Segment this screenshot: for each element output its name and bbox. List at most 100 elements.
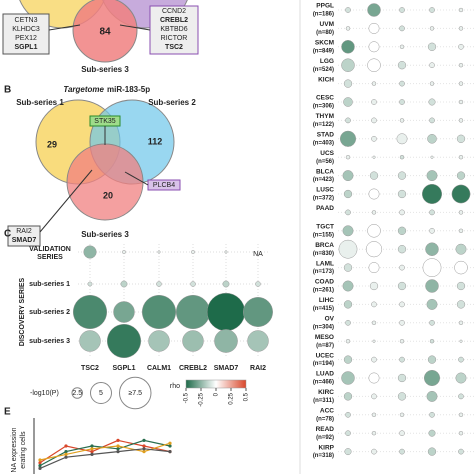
bubble <box>141 294 177 330</box>
row-n: (n=122) <box>313 122 334 128</box>
bubble <box>458 81 464 86</box>
bubble <box>429 26 435 31</box>
bubble <box>367 58 381 72</box>
gene-label: TSC2 <box>165 44 183 51</box>
point <box>116 438 120 442</box>
legend-bubble <box>71 387 83 399</box>
row-n: (n=372) <box>313 196 334 202</box>
panel-title: miR-183-5p <box>107 85 150 94</box>
axis-title: erating cells <box>20 431 27 469</box>
bubble <box>397 226 407 235</box>
bubble <box>345 430 351 437</box>
venn-circle <box>72 0 138 63</box>
bubble <box>369 281 379 291</box>
pointer <box>124 171 149 186</box>
bubble <box>456 300 466 309</box>
bubble <box>458 43 464 50</box>
bubble <box>454 260 468 275</box>
gene-label: SGPL1 <box>15 44 38 51</box>
bubble <box>156 281 162 287</box>
point <box>38 464 42 468</box>
bubble <box>106 323 142 359</box>
bubble <box>79 330 101 352</box>
bubble <box>343 79 353 88</box>
gene-label: KBTBD6 <box>160 26 187 33</box>
bubble <box>458 62 464 68</box>
bubble <box>399 319 405 326</box>
bubble <box>429 209 435 216</box>
bubble <box>345 26 351 31</box>
point <box>64 450 68 454</box>
row-label: LGG <box>320 58 334 65</box>
bubble <box>345 411 351 418</box>
bubble <box>458 448 464 455</box>
row-label: sub-series 1 <box>29 281 70 288</box>
row-label: UVM <box>320 21 334 28</box>
set-label: Sub-series 3 <box>81 230 129 239</box>
point <box>90 450 94 454</box>
bubble <box>397 171 407 180</box>
venn-count: 29 <box>47 139 57 149</box>
row-label: MESO <box>315 334 334 341</box>
row-label: UCS <box>320 150 334 157</box>
bubble <box>397 245 407 254</box>
bubble <box>343 97 353 107</box>
point <box>142 447 146 451</box>
row-n: (n=56) <box>316 159 334 165</box>
row-label: LIHC <box>319 297 334 304</box>
bubble <box>343 189 353 199</box>
gene-label: RICTOR <box>161 35 188 42</box>
bubble <box>371 117 377 124</box>
panel-title: Targetome <box>63 85 104 94</box>
bubble <box>397 61 407 70</box>
legend-label: ≥7.5 <box>128 390 142 397</box>
bubble <box>371 393 377 400</box>
bubble <box>429 339 435 344</box>
point <box>90 444 94 448</box>
bubble <box>399 448 405 455</box>
bubble <box>399 80 405 87</box>
row-n: (n=92) <box>316 435 334 441</box>
point <box>142 444 146 448</box>
point <box>116 444 120 448</box>
row-n: (n=194) <box>313 361 334 367</box>
gene-label: CREBL2 <box>160 17 188 24</box>
bubble <box>425 279 439 293</box>
bubble <box>428 429 436 437</box>
layer: CETN3 KLHDC3 PEX12 SGPL1 CCND2 CREBL2 KBTBD6 RI… <box>4 3 474 474</box>
panel-letter: B <box>4 85 11 96</box>
row-label: TGCT <box>316 224 334 231</box>
row-label: SKCM <box>315 40 334 47</box>
bubble <box>399 99 405 105</box>
bubble <box>342 280 354 292</box>
bubble <box>429 117 435 124</box>
row-n: (n=318) <box>313 453 334 459</box>
column-label: CREBL2 <box>179 365 207 372</box>
point <box>116 450 120 454</box>
bubble <box>339 130 357 147</box>
row-n: (n=466) <box>313 380 334 386</box>
point <box>38 458 42 462</box>
row-label: UCEC <box>316 352 335 359</box>
bubble <box>456 134 466 143</box>
row-label: CESC <box>316 95 334 102</box>
row-n: (n=830) <box>313 251 334 257</box>
bubble <box>343 355 353 364</box>
point <box>116 447 120 451</box>
bubble <box>369 171 379 180</box>
bubble <box>190 281 196 287</box>
row-label: PPGL <box>316 3 334 10</box>
row-label: KIRP <box>318 444 334 451</box>
bubble <box>399 412 405 417</box>
legend-bubble <box>119 376 152 410</box>
bubble <box>191 250 195 254</box>
row-label: ACC <box>320 408 334 415</box>
bubble <box>342 170 354 182</box>
bubble <box>182 330 204 352</box>
point <box>38 461 42 465</box>
bubble <box>427 134 437 144</box>
point <box>90 447 94 451</box>
bubble <box>255 281 261 287</box>
row-label: THYM <box>316 113 334 120</box>
